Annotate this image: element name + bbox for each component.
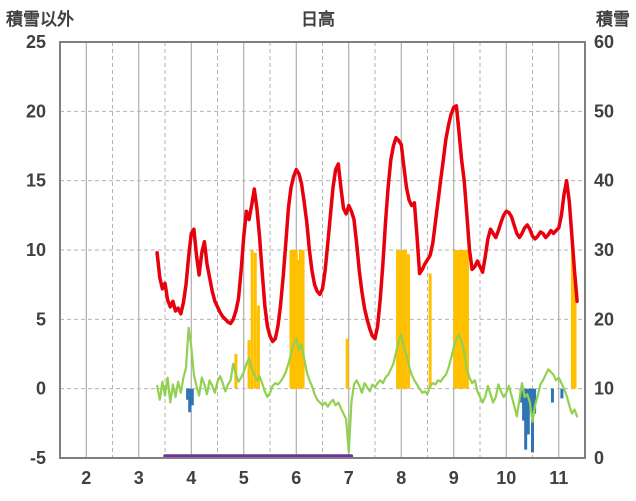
y-right-tick-label: 60 [594,32,614,52]
left-axis-title: 積雪以外 [6,10,74,29]
y-right-tick-label: 50 [594,101,614,121]
x-tick-label: 7 [344,468,354,488]
y-right-tick-label: 20 [594,309,614,329]
y-left-tick-label: 0 [36,379,46,399]
y-right-tick-label: 40 [594,171,614,191]
x-tick-label: 11 [549,468,568,488]
y-left-tick-label: 5 [36,309,46,329]
x-tick-label: 8 [396,468,406,488]
x-tick-label: 6 [291,468,301,488]
y-left-tick-label: 20 [26,101,46,121]
y-left-tick-label: 10 [26,240,46,260]
x-tick-label: 9 [449,468,459,488]
y-left-tick-label: -5 [30,448,46,468]
red-line [155,104,579,344]
y-left-tick-label: 15 [26,171,46,191]
y-left-tick-label: 25 [26,32,46,52]
y-right-tick-label: 30 [594,240,614,260]
plot-frame [59,41,586,459]
x-tick-label: 5 [239,468,249,488]
right-axis-title: 積雪 [596,10,630,29]
orange-bars [234,250,577,389]
x-tick-label: 4 [186,468,196,488]
x-tick-label: 3 [134,468,144,488]
y-right-tick-label: 0 [594,448,604,468]
gridlines [60,42,585,458]
y-right-tick-label: 10 [594,379,614,399]
x-tick-label: 2 [81,468,91,488]
chart-title: 日高 [301,10,335,29]
green-line [156,326,579,454]
x-tick-label: 10 [496,468,516,488]
